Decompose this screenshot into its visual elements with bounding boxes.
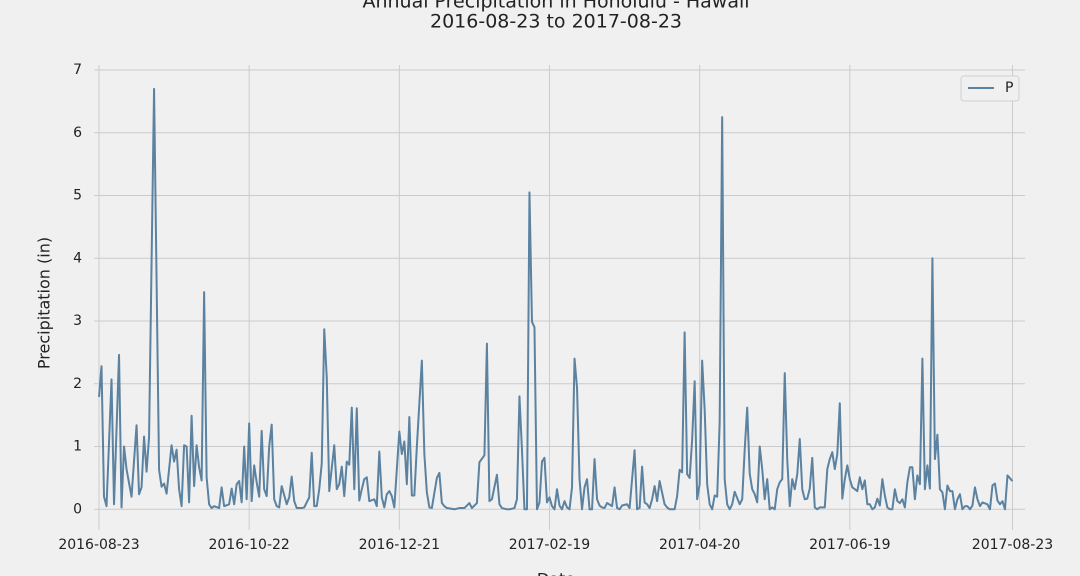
y-tick-label: 1 [73, 439, 82, 455]
grid [94, 65, 1025, 530]
x-tick-label: 2016-12-21 [359, 537, 440, 553]
x-tick-label: 2016-10-22 [208, 537, 289, 553]
x-tick-label: 2016-08-23 [58, 537, 139, 553]
x-tick-label: 2017-06-19 [809, 537, 890, 553]
line [98, 87, 1014, 511]
x-tick-label: 2017-04-20 [659, 537, 740, 553]
y-tick-label: 0 [73, 501, 82, 517]
x-tick-label: 2017-02-19 [509, 537, 590, 553]
legend-label: P [1005, 80, 1013, 96]
y-tick-label: 6 [73, 125, 82, 141]
y-tick-label: 5 [73, 188, 82, 204]
chart-title: Annual Precipitation in Honolulu - Hawai… [362, 0, 749, 13]
y-tick-label: 3 [73, 313, 82, 329]
y-tick-label: 4 [73, 250, 82, 266]
legend: P [960, 75, 1020, 102]
x-tick-label: 2017-08-23 [972, 537, 1053, 553]
chart-subtitle: 2016-08-23 to 2017-08-23 [430, 11, 682, 33]
x-axis-label: Date [537, 570, 575, 576]
y-axis-label: Precipitation (in) [35, 237, 54, 369]
y-tick-label: 7 [73, 62, 82, 78]
y-tick-label: 2 [73, 376, 82, 392]
